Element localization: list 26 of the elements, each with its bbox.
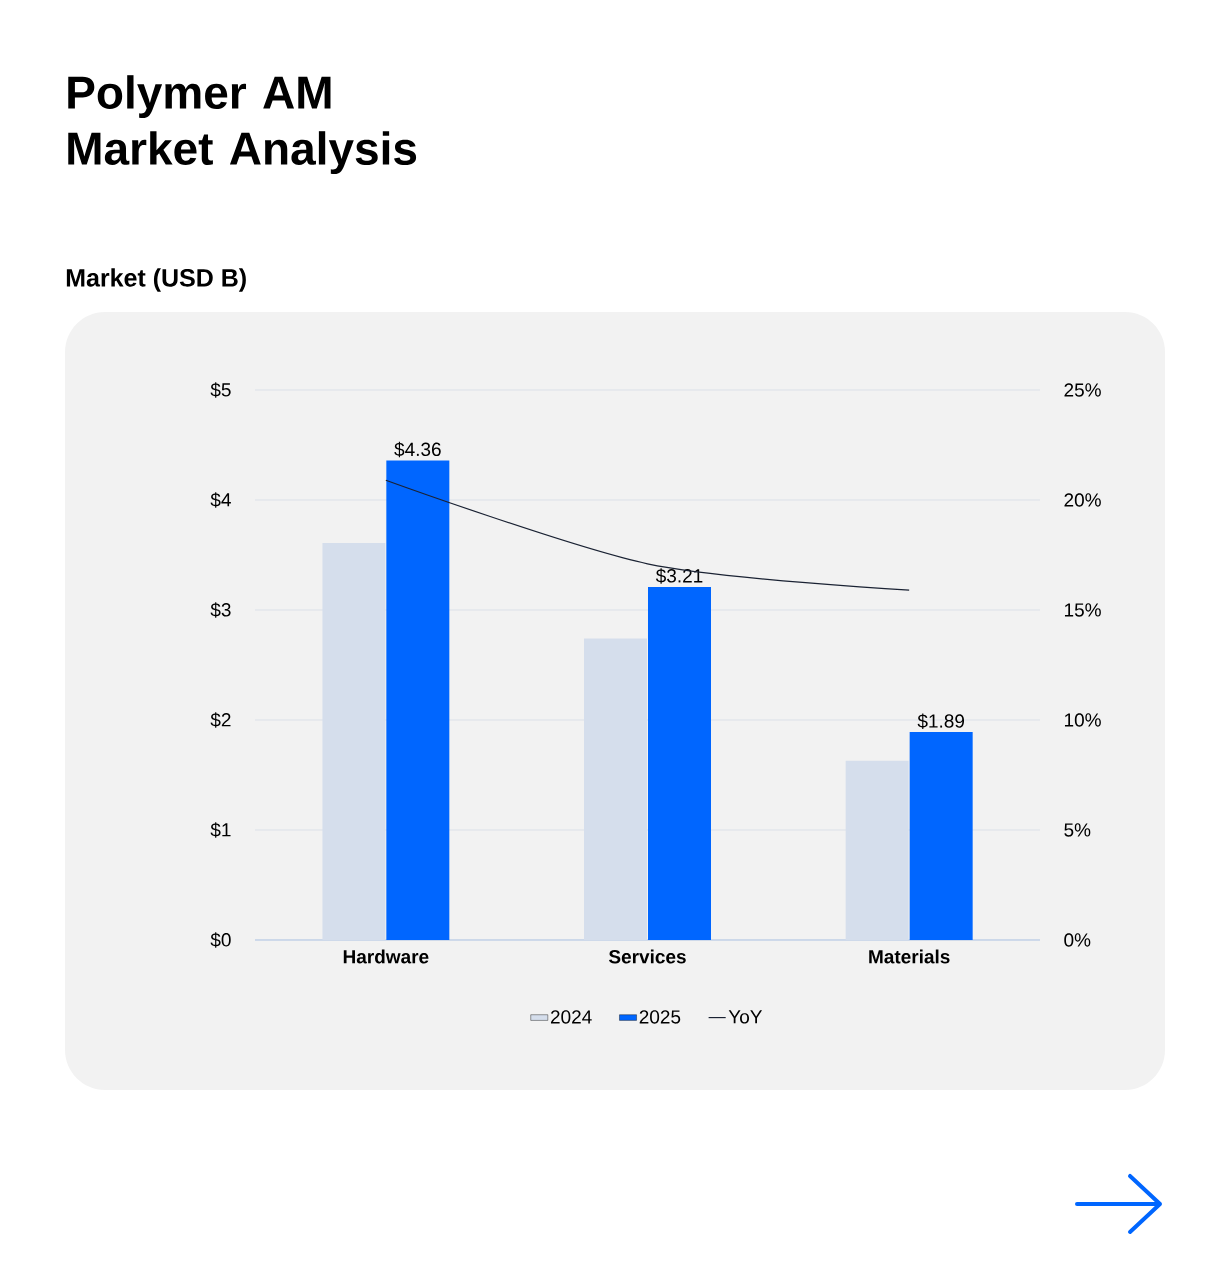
x-tick-label: Hardware — [343, 949, 429, 964]
y-tick-label: $0 — [210, 932, 231, 948]
legend-label: 2025 — [639, 1010, 681, 1024]
x-tick-label: Services — [608, 949, 686, 964]
y2-tick-label: 0% — [1064, 933, 1091, 947]
chart-subtitle: Market (USD B) — [66, 268, 246, 292]
bar — [386, 460, 450, 940]
bar — [648, 586, 711, 940]
y2-tick-label: 15% — [1064, 603, 1101, 617]
bar — [909, 732, 973, 940]
y-tick-label: $3 — [210, 602, 231, 618]
x-tick-label: Materials — [869, 949, 950, 964]
legend-label: 2024 — [550, 1010, 592, 1024]
y2-tick-label: 10% — [1064, 713, 1101, 727]
data-label: $1.89 — [917, 713, 965, 729]
data-label: $3.21 — [655, 568, 703, 584]
y-tick-label: $4 — [210, 492, 231, 508]
y2-tick-label: 25% — [1064, 383, 1101, 397]
y-tick-label: $1 — [210, 822, 231, 838]
y2-tick-label: 20% — [1064, 493, 1101, 507]
y-tick-label: $2 — [210, 712, 231, 728]
y-tick-label: $5 — [210, 382, 231, 398]
data-label: $4.36 — [394, 441, 441, 458]
y2-tick-label: 5% — [1064, 823, 1091, 837]
chart-title: Polymer AM Market Analysis — [68, 75, 417, 175]
legend-label: YoY — [728, 1010, 763, 1024]
